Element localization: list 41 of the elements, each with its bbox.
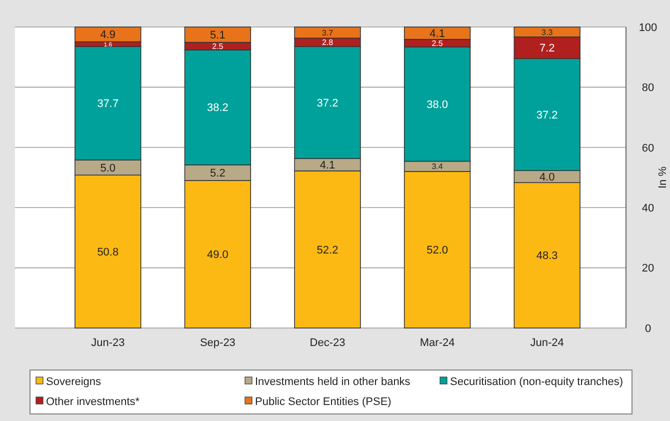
data-label: 52.2 — [316, 244, 338, 256]
data-label: 3.4 — [432, 162, 444, 172]
data-label: 2.5 — [212, 42, 224, 51]
data-label: 48.3 — [536, 250, 558, 262]
x-tick-label: Mar-24 — [420, 337, 455, 349]
data-label: 3.3 — [542, 28, 554, 37]
data-label: 38.2 — [206, 102, 228, 114]
data-label: 4.9 — [100, 29, 116, 42]
data-label: 5.2 — [210, 168, 226, 180]
data-label: 3.7 — [322, 28, 334, 38]
y-tick-label: 20 — [642, 262, 654, 275]
legend-label: Public Sector Entities (PSE) — [255, 396, 392, 408]
data-label: 37.2 — [316, 97, 338, 110]
data-label: 4.1 — [320, 160, 336, 172]
data-label: 5.0 — [100, 162, 116, 174]
x-tick-label: Jun-23 — [91, 337, 125, 349]
data-label: 2.5 — [432, 38, 444, 48]
data-label: 50.8 — [97, 246, 119, 258]
data-label: 4.1 — [430, 28, 445, 40]
legend-label: Securitisation (non-equity tranches) — [450, 376, 624, 388]
y-tick-label: 100 — [638, 22, 658, 34]
data-label: 37.2 — [536, 109, 558, 122]
y-tick-label: 60 — [642, 142, 654, 154]
x-tick-label: Sep-23 — [200, 337, 236, 349]
x-tick-label: Dec-23 — [310, 337, 346, 349]
y-tick-label: 40 — [642, 202, 654, 214]
x-tick-label: Jun-24 — [530, 337, 564, 349]
legend-label: Other investments* — [46, 396, 140, 408]
data-label: 4.0 — [539, 171, 555, 184]
data-label: 2.8 — [322, 38, 334, 48]
data-label: 38.0 — [426, 98, 448, 111]
legend-label: Sovereigns — [46, 376, 102, 388]
data-label: 37.7 — [97, 98, 119, 110]
y-tick-label: 0 — [644, 322, 652, 335]
data-label: 49.0 — [206, 249, 228, 262]
y-axis-title: In % — [657, 166, 669, 189]
data-label: 52.0 — [426, 244, 448, 257]
data-label: 5.1 — [210, 30, 226, 42]
y-tick-label: 80 — [642, 82, 654, 94]
legend-label: Investments held in other banks — [255, 376, 411, 388]
data-label: 7.2 — [539, 42, 555, 55]
